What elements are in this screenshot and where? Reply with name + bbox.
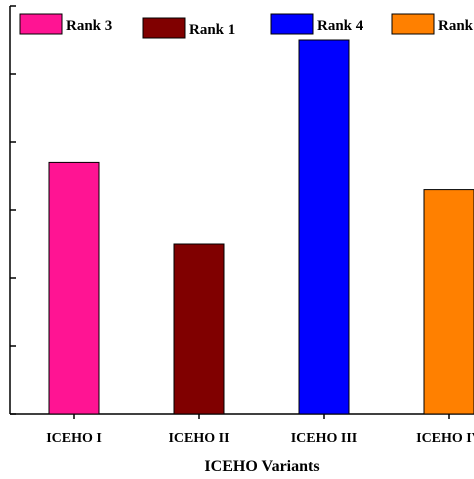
legend-label-4: Rank 2 xyxy=(438,18,474,34)
bar-2 xyxy=(173,243,225,415)
legend-label-3: Rank 4 xyxy=(317,18,364,34)
tick-labels: ICEHO I ICEHO II ICEHO III ICEHO IV xyxy=(46,431,474,446)
bars xyxy=(48,39,474,415)
x-tick-label: ICEHO IV xyxy=(416,431,474,446)
legend-label-2: Rank 1 xyxy=(189,22,235,38)
x-tick-label: ICEHO II xyxy=(168,431,229,446)
legend-swatch-3 xyxy=(270,13,314,35)
legend-swatch-4 xyxy=(391,13,435,35)
legend-swatch-1 xyxy=(19,13,63,35)
x-axis-label: ICEHO Variants xyxy=(204,458,319,474)
bar-4 xyxy=(423,189,474,415)
bar-1 xyxy=(48,161,100,415)
legend-swatch-2 xyxy=(142,17,186,39)
bar-3 xyxy=(298,39,350,415)
legend: Rank 3 Rank 1 Rank 4 Rank 2 xyxy=(19,13,474,39)
x-tick-label: ICEHO I xyxy=(46,431,102,446)
legend-label-1: Rank 3 xyxy=(66,18,112,34)
x-tick-label: ICEHO III xyxy=(291,431,358,446)
